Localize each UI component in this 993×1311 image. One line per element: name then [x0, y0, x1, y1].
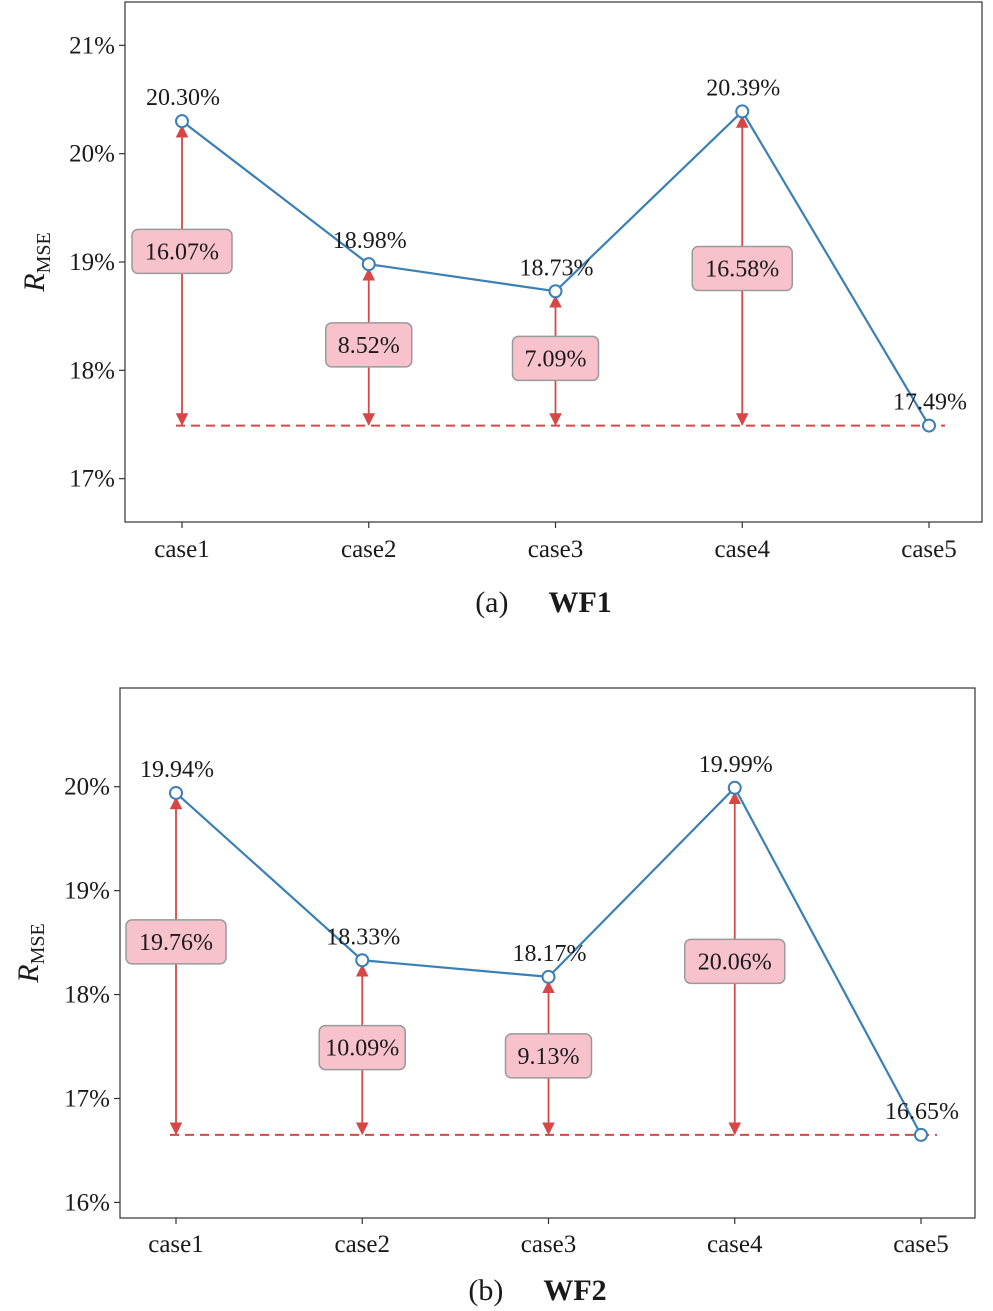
- data-point: [727, 780, 742, 795]
- data-point: [922, 418, 936, 433]
- data-point: [355, 953, 370, 968]
- data-point: [914, 1127, 928, 1142]
- y-axis-label-main: R: [18, 273, 51, 292]
- figure-caption: (a) WF1: [475, 586, 612, 619]
- data-point: [735, 104, 750, 119]
- reduction-label: 16.07%: [145, 239, 219, 265]
- y-axis-label-sub: MSE: [27, 923, 49, 964]
- figure-caption: (b) WF2: [468, 1274, 606, 1307]
- x-tick-label: case5: [893, 1231, 949, 1258]
- chart-panel-b: 16% 17% 18% 19% 20% case1 case2 case3 case4 case5…: [12, 687, 976, 1307]
- data-point: [361, 257, 376, 272]
- x-tick-label: case3: [521, 1231, 577, 1258]
- x-tick-label: case3: [528, 536, 584, 563]
- x-tick-label: case1: [154, 536, 210, 563]
- reduction-label: 9.13%: [518, 1044, 580, 1070]
- reduction-box: [325, 322, 413, 368]
- data-label: 16.65%: [885, 1099, 959, 1125]
- y-tick-label: 21%: [69, 32, 115, 59]
- y-tick-label: 16%: [64, 1189, 110, 1216]
- reduction-box: [125, 919, 227, 965]
- chart-panel-a: 17% 18% 19% 20% 21% case1 case2 case3 case4 case5…: [18, 1, 983, 619]
- reduction-label: 16.58%: [705, 257, 779, 283]
- reduction-box: [318, 1024, 406, 1071]
- reduction-label: 20.06%: [698, 949, 772, 975]
- y-tick-label: 17%: [64, 1085, 110, 1112]
- y-tick-label: 17%: [69, 466, 115, 493]
- caption-title: WF2: [543, 1274, 606, 1307]
- y-tick-label: 19%: [64, 878, 110, 905]
- plot-frame: [119, 687, 976, 1219]
- reduction-label: 19.76%: [139, 930, 213, 956]
- reduction-box: [504, 1033, 593, 1079]
- y-tick-label: 18%: [64, 982, 110, 1009]
- data-label: 18.17%: [513, 941, 587, 967]
- reduction-box: [511, 335, 600, 382]
- data-label: 20.39%: [706, 75, 780, 101]
- reduction-box: [684, 938, 786, 985]
- data-label: 20.30%: [146, 85, 220, 111]
- reduction-label: 8.52%: [338, 333, 400, 359]
- reduction-label: 10.09%: [325, 1036, 399, 1062]
- caption-prefix: (b): [468, 1274, 503, 1307]
- data-label: 18.73%: [520, 255, 594, 281]
- y-tick-label: 20%: [64, 774, 110, 801]
- x-tick-label: case2: [341, 536, 397, 563]
- x-tick-label: case4: [707, 1231, 763, 1258]
- data-point: [548, 284, 563, 299]
- caption-prefix: (a): [475, 586, 508, 619]
- data-point: [175, 114, 189, 129]
- x-tick-label: case5: [901, 536, 957, 563]
- data-point: [169, 785, 183, 800]
- y-axis-label-sub: MSE: [33, 232, 55, 273]
- y-axis-label: RMSE: [18, 232, 55, 292]
- x-tick-label: case2: [334, 1231, 390, 1258]
- y-tick-label: 20%: [69, 141, 115, 168]
- data-label: 19.99%: [699, 752, 773, 778]
- data-label: 18.98%: [333, 228, 407, 254]
- y-tick-label: 19%: [69, 249, 115, 276]
- reduction-box: [131, 228, 233, 275]
- reduction-label: 7.09%: [525, 346, 587, 372]
- y-axis-label: RMSE: [12, 923, 49, 983]
- x-tick-label: case1: [148, 1231, 204, 1258]
- data-label: 17.49%: [893, 390, 967, 416]
- y-tick-label: 18%: [69, 357, 115, 384]
- x-tick-label: case4: [714, 536, 770, 563]
- data-label: 18.33%: [326, 924, 400, 950]
- data-point: [541, 969, 556, 984]
- caption-title: WF1: [548, 586, 611, 619]
- data-label: 19.94%: [140, 757, 214, 783]
- y-axis-label-main: R: [12, 964, 45, 983]
- reduction-box: [691, 245, 793, 292]
